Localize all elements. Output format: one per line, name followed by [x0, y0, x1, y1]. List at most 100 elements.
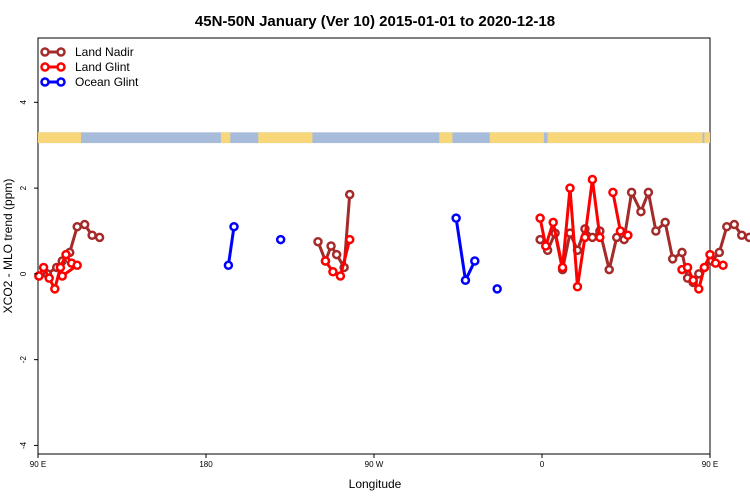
data-point	[572, 281, 583, 292]
data-point	[626, 187, 637, 198]
data-point	[72, 260, 82, 271]
x-axis-label: Longitude	[349, 477, 402, 491]
data-point	[705, 249, 715, 260]
map-land-band	[439, 132, 453, 144]
chart-title: 45N-50N January (Ver 10) 2015-01-01 to 2…	[195, 13, 555, 30]
data-point	[565, 183, 575, 193]
data-point	[722, 221, 732, 232]
data-point	[320, 256, 331, 266]
data-point	[470, 256, 480, 266]
data-point	[608, 187, 618, 198]
data-point	[557, 262, 568, 273]
y-tick-label: 2	[19, 185, 28, 190]
data-point	[229, 221, 239, 232]
map-land-band	[704, 132, 710, 144]
data-point	[79, 219, 90, 230]
x-axis: 90 E 180 90 W 0 90 E	[30, 454, 718, 469]
y-tick-label: 4	[19, 100, 28, 105]
data-point	[451, 213, 461, 223]
series-layer	[34, 174, 750, 294]
data-point	[660, 217, 670, 228]
data-point	[710, 258, 721, 268]
data-point	[87, 230, 97, 241]
data-point	[694, 284, 704, 294]
legend-marker	[40, 77, 50, 87]
data-point	[643, 187, 654, 198]
x-tick-label: 90 W	[365, 460, 384, 469]
data-point	[535, 213, 545, 223]
data-point	[587, 174, 598, 185]
data-point	[718, 260, 728, 271]
legend-entry: Land Glint	[75, 60, 130, 74]
series-line	[226, 226, 236, 266]
map-land-band	[258, 132, 313, 144]
y-tick-label: -4	[19, 441, 28, 449]
legend-marker	[56, 47, 66, 57]
data-point	[615, 226, 626, 236]
data-point	[604, 264, 614, 275]
legend-marker	[40, 47, 50, 57]
data-point	[335, 271, 346, 281]
y-tick-label: 0	[19, 271, 28, 276]
x-tick-label: 180	[199, 460, 213, 469]
data-point	[682, 262, 693, 273]
y-tick-label: -2	[19, 356, 28, 364]
data-point	[344, 234, 355, 245]
x-tick-label: 90 E	[30, 460, 46, 469]
data-point	[223, 260, 234, 271]
data-point	[540, 241, 551, 251]
x-tick-label: 90 E	[702, 460, 718, 469]
data-point	[623, 230, 633, 241]
data-point	[50, 284, 60, 294]
map-land-band	[220, 132, 231, 144]
legend-marker	[40, 62, 50, 72]
data-point	[636, 206, 646, 217]
data-point	[595, 232, 605, 243]
data-point	[729, 219, 740, 230]
data-point	[313, 236, 323, 247]
map-land-band	[38, 132, 81, 144]
data-point	[744, 232, 750, 243]
data-point	[72, 221, 82, 232]
data-point	[55, 262, 66, 273]
data-point	[548, 217, 558, 228]
plot-frame	[37, 37, 711, 455]
data-point	[38, 262, 49, 273]
data-point	[587, 232, 598, 243]
data-point	[57, 271, 68, 281]
data-point	[94, 232, 105, 243]
data-point	[699, 262, 710, 273]
data-point	[651, 226, 661, 236]
data-point	[460, 275, 471, 286]
data-point	[344, 189, 355, 200]
data-point	[688, 275, 698, 286]
legend-entry: Ocean Glint	[75, 75, 139, 89]
map-strip	[38, 132, 710, 144]
data-point	[328, 266, 338, 277]
data-point	[580, 232, 590, 243]
map-land-band	[547, 132, 703, 144]
data-point	[736, 230, 747, 241]
series-ocean-glint	[223, 213, 502, 294]
data-point	[331, 249, 342, 260]
legend-marker	[56, 62, 66, 72]
series-line	[454, 217, 477, 282]
series-land-glint	[34, 174, 728, 294]
y-axis: -4 -2 0 2 4	[19, 100, 38, 449]
data-point	[44, 273, 54, 283]
data-point	[326, 241, 336, 251]
data-point	[61, 249, 71, 260]
data-point	[492, 284, 502, 294]
map-ocean-band	[38, 132, 710, 144]
legend-entry: Land Nadir	[75, 45, 134, 59]
x-tick-label: 0	[540, 460, 545, 469]
plot-area	[34, 37, 750, 455]
y-axis-label: XCO2 - MLO trend (ppm)	[1, 179, 15, 314]
data-point	[667, 254, 678, 264]
legend-marker	[56, 77, 66, 87]
data-point	[677, 247, 687, 258]
map-land-band	[489, 132, 544, 144]
series-land-nadir	[34, 187, 750, 288]
